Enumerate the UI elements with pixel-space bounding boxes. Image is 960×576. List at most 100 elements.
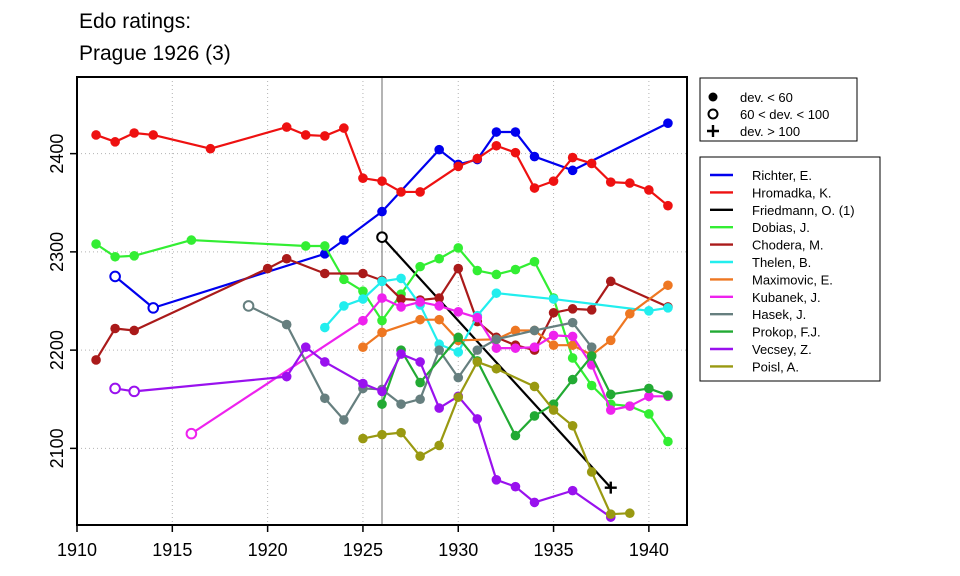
data-point bbox=[358, 378, 368, 389]
data-point bbox=[415, 451, 425, 462]
data-point bbox=[339, 123, 349, 133]
data-point bbox=[339, 235, 349, 245]
data-point bbox=[339, 301, 349, 311]
data-point bbox=[377, 206, 387, 217]
data-point bbox=[434, 403, 444, 413]
data-point bbox=[109, 382, 121, 395]
data-point bbox=[396, 399, 406, 409]
data-point bbox=[586, 305, 597, 315]
x-tick-label: 1925 bbox=[343, 540, 383, 560]
data-point bbox=[510, 127, 521, 137]
data-point bbox=[129, 251, 139, 261]
series-10 bbox=[109, 342, 616, 522]
data-point bbox=[625, 178, 635, 188]
data-point bbox=[586, 342, 597, 352]
legend-entry-label: Dobias, J. bbox=[752, 220, 810, 235]
data-point bbox=[91, 355, 101, 365]
series-7 bbox=[185, 293, 673, 440]
data-point bbox=[434, 314, 444, 325]
data-point bbox=[129, 128, 139, 138]
data-point bbox=[491, 475, 502, 485]
marker-legend: dev. < 60 60 < dev. < 100 dev. > 100 bbox=[699, 77, 858, 142]
data-point bbox=[567, 353, 578, 363]
data-point bbox=[415, 357, 425, 367]
data-point bbox=[644, 306, 654, 316]
data-point bbox=[358, 268, 368, 279]
data-point bbox=[453, 243, 464, 253]
legend-entry-label: Richter, E. bbox=[752, 168, 812, 183]
data-point bbox=[453, 332, 464, 343]
data-point bbox=[472, 265, 483, 276]
data-point bbox=[663, 436, 673, 447]
data-point bbox=[281, 371, 292, 382]
data-point bbox=[377, 386, 387, 397]
data-point bbox=[663, 280, 673, 291]
data-point bbox=[205, 143, 216, 154]
data-point bbox=[491, 334, 502, 345]
y-tick-label: 2100 bbox=[47, 428, 67, 468]
data-point bbox=[186, 235, 197, 245]
data-point bbox=[586, 380, 597, 391]
data-point bbox=[472, 153, 483, 164]
data-point bbox=[567, 331, 578, 342]
x-tick-label: 1915 bbox=[152, 540, 192, 560]
data-point bbox=[567, 165, 578, 176]
y-tick-label: 2400 bbox=[47, 134, 67, 174]
data-point bbox=[185, 427, 198, 440]
data-point bbox=[453, 392, 464, 403]
series-legend: Richter, E. Hromadka, K. Friedmann, O. (1)… bbox=[699, 156, 881, 382]
data-point bbox=[415, 394, 425, 405]
data-point bbox=[148, 130, 159, 140]
data-point bbox=[91, 130, 101, 140]
data-point bbox=[358, 315, 368, 326]
data-point bbox=[663, 303, 673, 313]
data-point bbox=[510, 430, 521, 441]
legend-entry-label: Hasek, J. bbox=[752, 307, 806, 322]
x-tick-label: 1935 bbox=[534, 540, 574, 560]
data-point bbox=[625, 508, 635, 519]
series-line bbox=[362, 360, 630, 516]
legend-marker-label: dev. < 60 bbox=[740, 90, 793, 105]
data-point bbox=[663, 200, 673, 211]
data-point bbox=[453, 347, 464, 357]
data-point bbox=[377, 399, 387, 409]
data-point bbox=[644, 391, 654, 402]
series-5 bbox=[320, 273, 673, 357]
data-point bbox=[300, 241, 311, 251]
data-point bbox=[663, 390, 673, 401]
data-point bbox=[605, 509, 616, 519]
data-point bbox=[415, 377, 425, 388]
data-point bbox=[529, 183, 540, 193]
x-tick-label: 1910 bbox=[57, 540, 97, 560]
series-11 bbox=[358, 357, 635, 519]
data-point bbox=[415, 297, 425, 307]
legend-marker-label: dev. > 100 bbox=[740, 124, 800, 139]
data-point bbox=[300, 130, 311, 140]
data-point bbox=[129, 325, 139, 336]
data-point bbox=[339, 274, 349, 285]
data-point bbox=[510, 264, 521, 275]
data-point bbox=[567, 340, 578, 351]
legend-entry-label: Friedmann, O. (1) bbox=[752, 203, 855, 218]
legend-marker-filled bbox=[708, 92, 718, 102]
data-point bbox=[453, 263, 464, 274]
data-point bbox=[529, 381, 540, 392]
data-point bbox=[491, 140, 502, 151]
data-point bbox=[567, 374, 578, 385]
plot-frame bbox=[76, 76, 688, 526]
data-point bbox=[586, 351, 597, 361]
data-point bbox=[242, 300, 255, 312]
data-point bbox=[358, 286, 368, 296]
data-point bbox=[415, 314, 425, 325]
data-point bbox=[605, 405, 616, 415]
data-point bbox=[491, 127, 502, 137]
data-point bbox=[491, 343, 502, 353]
data-point bbox=[644, 185, 654, 195]
data-point bbox=[548, 405, 559, 415]
data-point bbox=[377, 293, 387, 303]
data-point bbox=[586, 158, 597, 169]
data-point bbox=[434, 293, 444, 303]
data-point bbox=[396, 427, 406, 438]
data-point bbox=[472, 312, 483, 323]
